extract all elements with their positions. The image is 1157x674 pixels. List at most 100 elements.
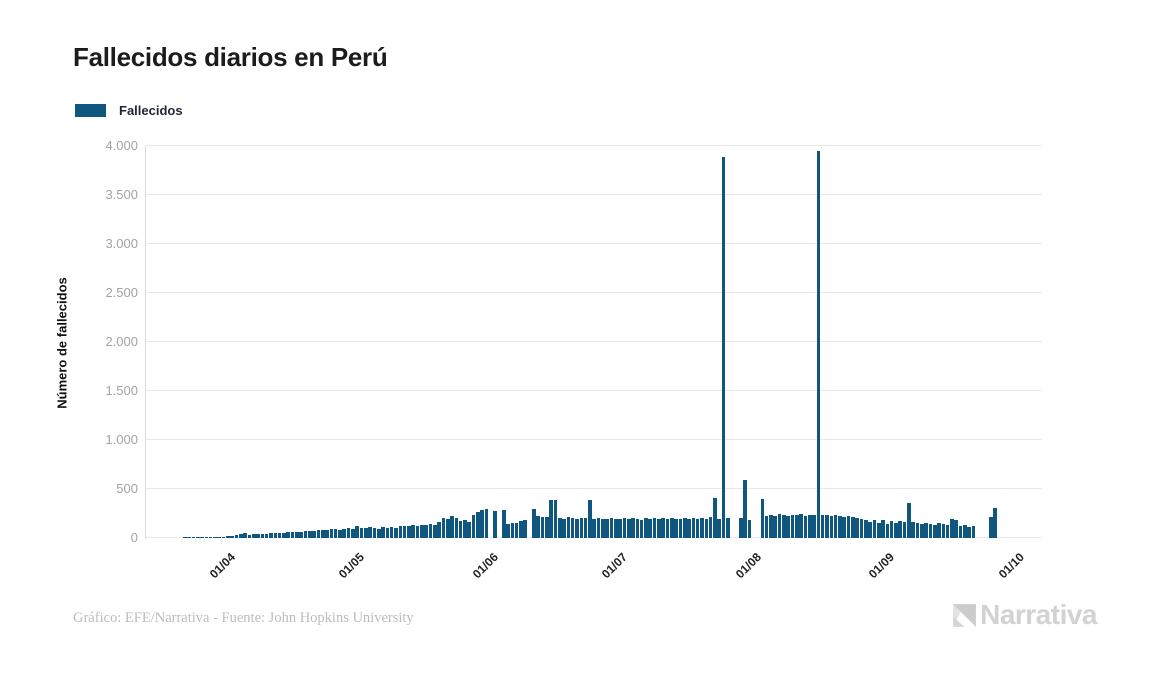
bar[interactable] [234, 535, 239, 538]
bar[interactable] [760, 498, 765, 538]
bar[interactable] [829, 515, 834, 538]
bar[interactable] [596, 517, 601, 538]
bar[interactable] [609, 517, 614, 538]
bar[interactable] [708, 516, 713, 538]
bar[interactable] [954, 519, 959, 538]
bar[interactable] [967, 527, 971, 538]
bar[interactable] [562, 518, 566, 538]
bar[interactable] [519, 520, 523, 538]
bar[interactable] [592, 518, 597, 538]
bar[interactable] [941, 524, 946, 538]
bar[interactable] [407, 526, 411, 538]
bar[interactable] [713, 498, 717, 538]
bar[interactable] [605, 519, 609, 538]
bar[interactable] [243, 533, 247, 538]
bar[interactable] [846, 515, 851, 538]
bar[interactable] [717, 518, 722, 538]
bar[interactable] [230, 535, 234, 538]
bar[interactable] [764, 515, 769, 538]
bar[interactable] [872, 519, 877, 538]
bar[interactable] [674, 519, 678, 538]
bar[interactable] [389, 527, 394, 538]
bar[interactable] [894, 522, 898, 538]
bar[interactable] [915, 523, 920, 538]
bar[interactable] [226, 536, 230, 538]
bar[interactable] [614, 518, 618, 538]
bar[interactable] [881, 520, 885, 538]
bar[interactable] [428, 524, 433, 538]
bar[interactable] [510, 522, 515, 538]
bar[interactable] [484, 509, 489, 538]
bar[interactable] [691, 518, 696, 538]
bar[interactable] [204, 537, 209, 538]
bar[interactable] [213, 536, 217, 538]
bar[interactable] [807, 514, 812, 538]
bar[interactable] [786, 515, 790, 538]
bar[interactable] [618, 518, 622, 538]
bar[interactable] [415, 526, 420, 538]
bar[interactable] [682, 517, 687, 538]
bar[interactable] [971, 526, 976, 538]
bar[interactable] [506, 523, 510, 538]
bar[interactable] [424, 525, 428, 538]
bar[interactable] [777, 514, 782, 538]
bar[interactable] [721, 156, 726, 538]
bar[interactable] [273, 532, 278, 538]
bar[interactable] [790, 514, 795, 538]
bar[interactable] [950, 519, 954, 538]
bar[interactable] [700, 518, 704, 538]
bar[interactable] [264, 533, 269, 538]
bar[interactable] [859, 518, 864, 538]
bar[interactable] [920, 524, 924, 538]
bar[interactable] [394, 527, 398, 538]
bar[interactable] [364, 528, 368, 538]
bar[interactable] [932, 524, 937, 538]
bar[interactable] [221, 536, 226, 538]
bar[interactable] [803, 515, 808, 538]
bar[interactable] [471, 514, 476, 538]
bar[interactable] [907, 503, 911, 538]
bar[interactable] [549, 499, 553, 538]
bar[interactable] [385, 528, 390, 538]
bar[interactable] [329, 529, 334, 538]
bar[interactable] [993, 507, 997, 538]
bar[interactable] [928, 523, 933, 538]
bar[interactable] [450, 516, 454, 538]
bar[interactable] [601, 518, 605, 538]
bar[interactable] [566, 517, 571, 538]
bar[interactable] [812, 515, 816, 538]
bar[interactable] [851, 517, 855, 538]
bar[interactable] [312, 531, 316, 538]
bar[interactable] [868, 521, 872, 538]
bar[interactable] [545, 517, 549, 538]
bar[interactable] [855, 517, 859, 538]
bar[interactable] [463, 520, 467, 538]
bar[interactable] [195, 537, 200, 538]
bar[interactable] [290, 531, 295, 538]
bar[interactable] [644, 518, 648, 538]
bar[interactable] [411, 525, 416, 538]
bar[interactable] [889, 521, 894, 538]
bar[interactable] [687, 519, 691, 538]
bar[interactable] [445, 519, 450, 538]
bar[interactable] [631, 517, 635, 538]
bar[interactable] [536, 515, 540, 538]
bar[interactable] [557, 517, 562, 538]
bar[interactable] [747, 519, 752, 538]
bar[interactable] [833, 515, 838, 538]
bar[interactable] [346, 528, 351, 538]
bar[interactable] [635, 518, 640, 538]
bar[interactable] [376, 528, 381, 538]
bar[interactable] [316, 530, 321, 538]
bar[interactable] [704, 519, 709, 538]
bar[interactable] [657, 519, 661, 538]
bar[interactable] [277, 533, 282, 538]
bar[interactable] [208, 537, 213, 538]
bar[interactable] [553, 500, 558, 538]
bar[interactable] [661, 518, 665, 538]
bar[interactable] [307, 530, 312, 538]
bar[interactable] [738, 517, 743, 538]
bar[interactable] [885, 524, 890, 538]
bar[interactable] [256, 533, 260, 538]
bar[interactable] [286, 532, 291, 538]
